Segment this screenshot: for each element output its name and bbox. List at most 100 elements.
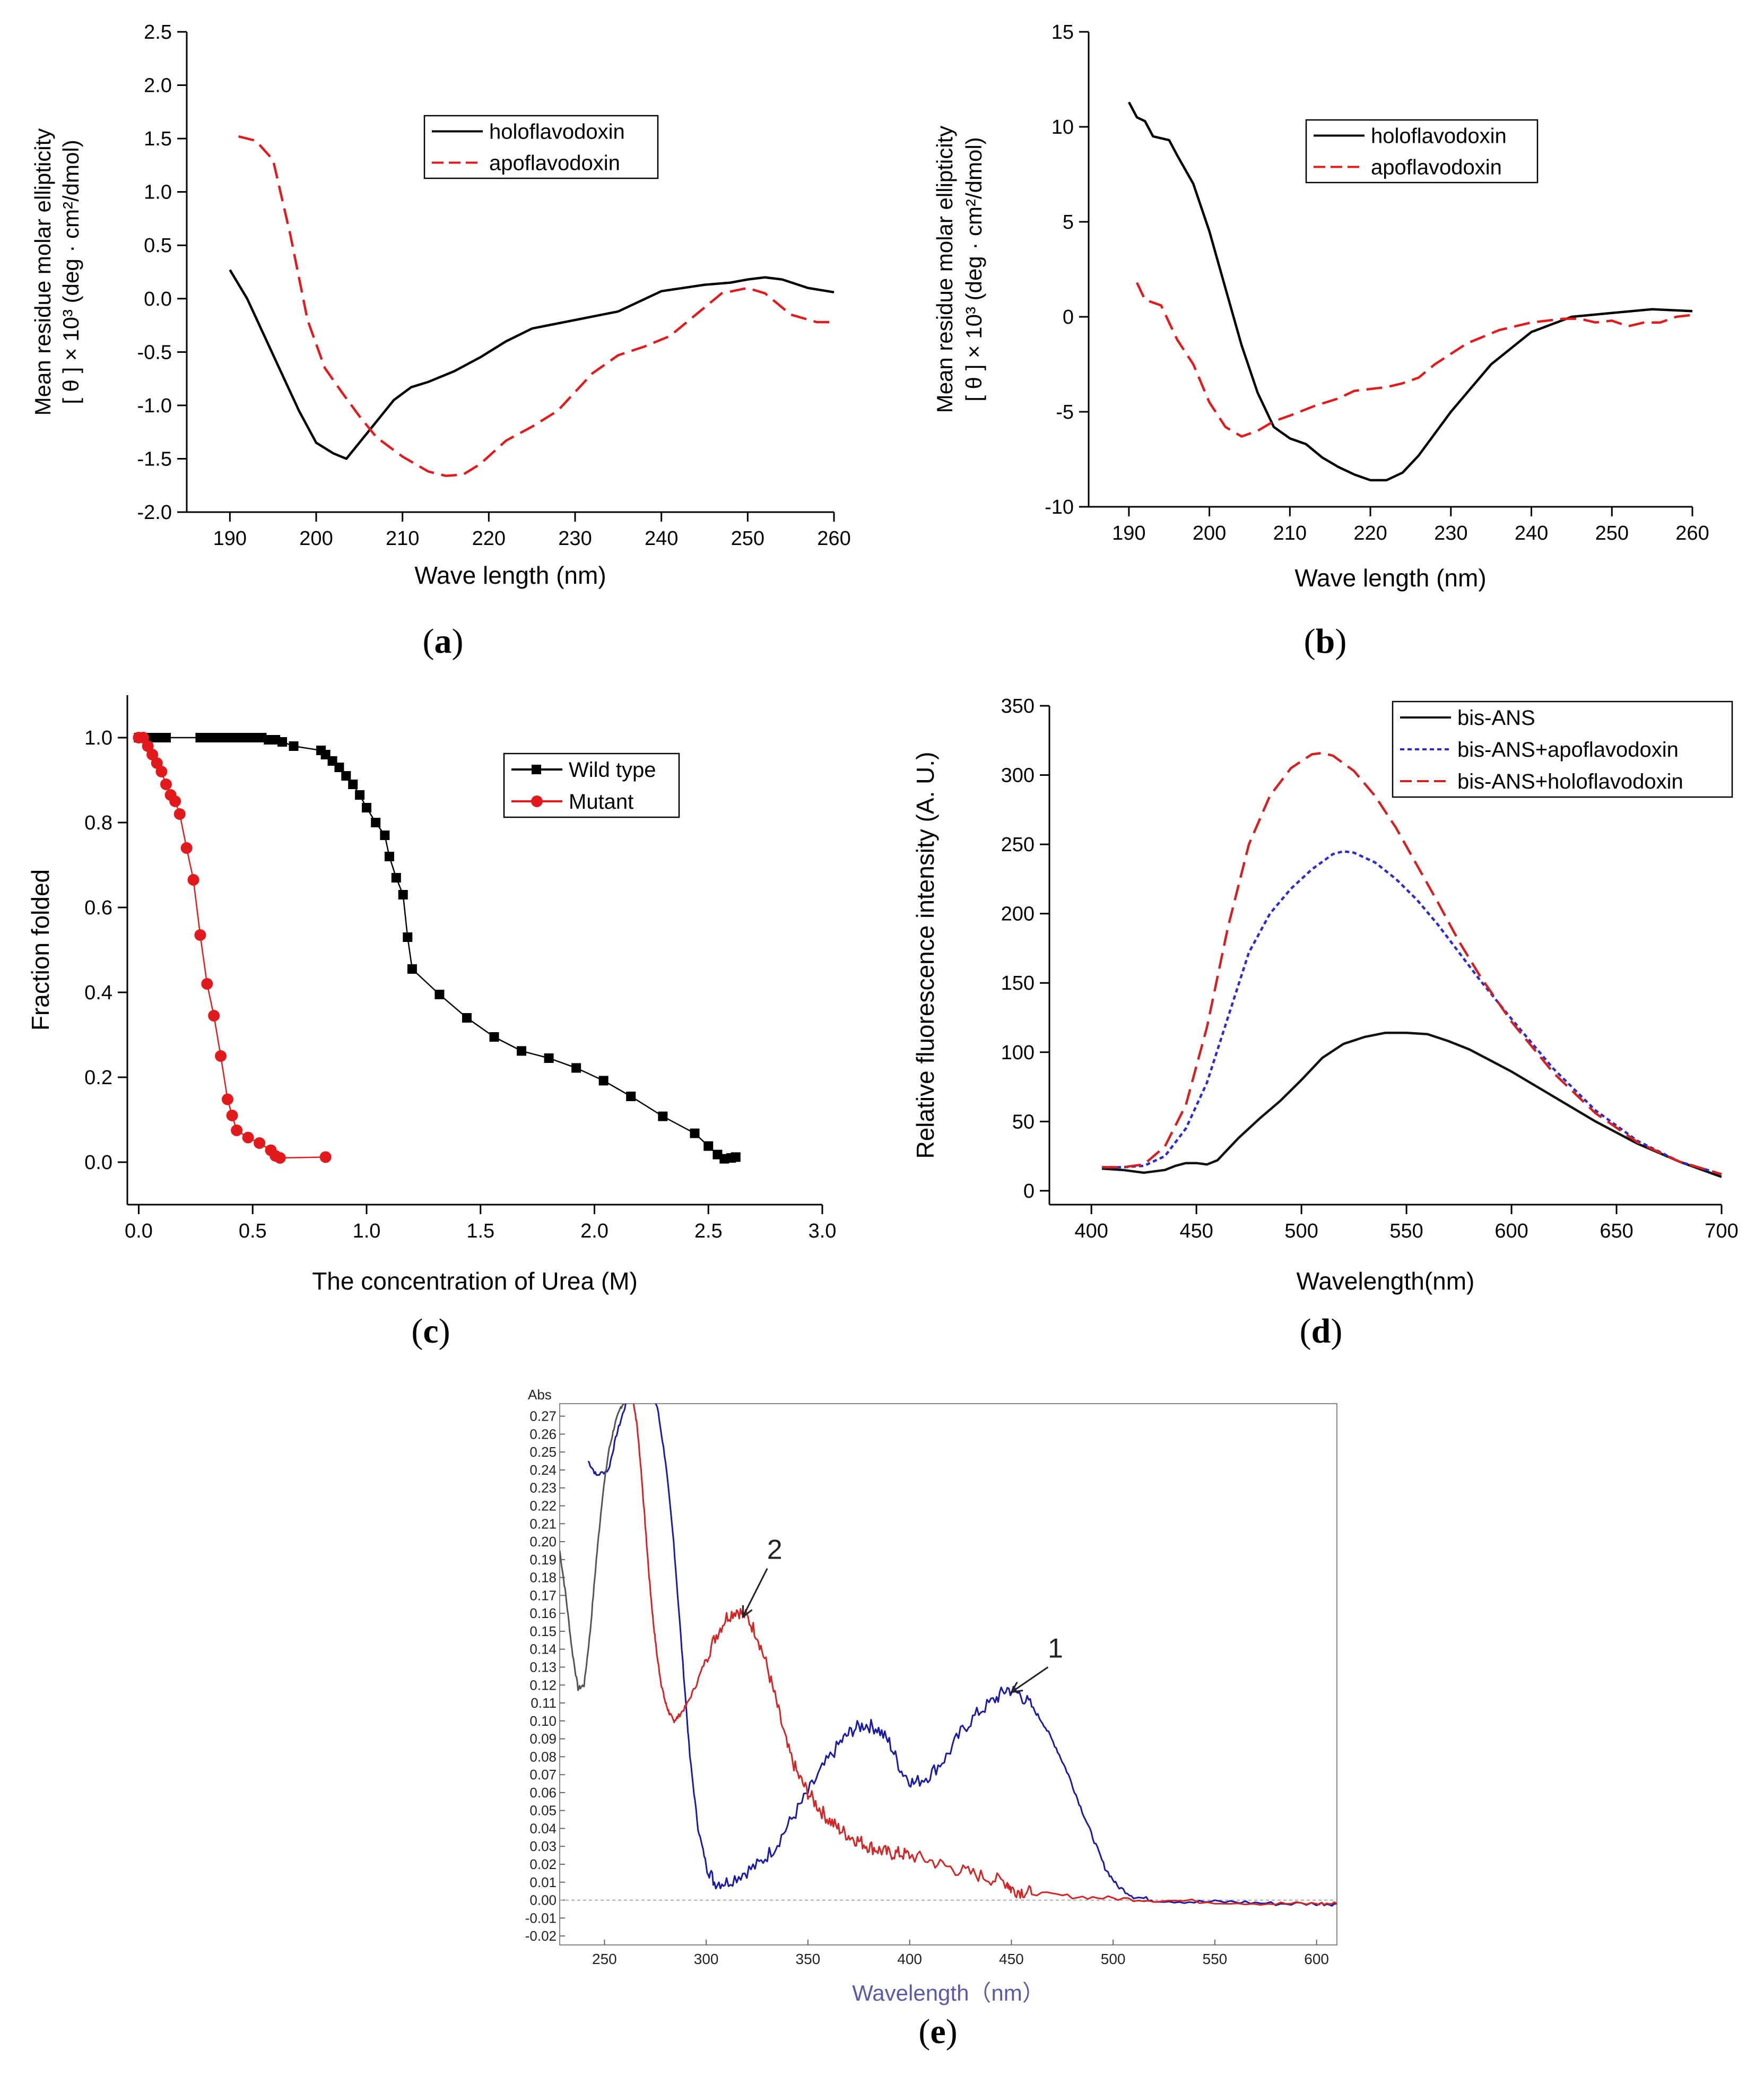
x-tick-label: 2.0 [580, 1220, 609, 1242]
legend-label: bis-ANS [1457, 706, 1535, 730]
series-holoflavodoxin [1127, 101, 1693, 482]
x-tick-label: 200 [299, 527, 333, 550]
y-tick-label: 0.25 [529, 1444, 557, 1460]
y-tick-label: 0.20 [529, 1534, 557, 1550]
y-axis-label: Mean residue molar ellipticity [30, 128, 55, 416]
annotation-2: 2 [742, 1535, 783, 1619]
data-point [626, 1092, 636, 1101]
x-axis-label: Wave length (nm) [414, 561, 606, 589]
legend-marker [532, 765, 541, 774]
panel-label-paren: ) [946, 2012, 958, 2051]
y-tick-label: 0.0 [144, 288, 172, 310]
series-line [1135, 282, 1693, 438]
y-tick-label: 0.02 [529, 1856, 557, 1872]
data-point [221, 1093, 233, 1105]
x-tick-label: 400 [1074, 1220, 1108, 1242]
data-point [187, 874, 199, 886]
panel-label-paren: ) [1335, 622, 1346, 661]
series-line [1102, 751, 1722, 1175]
panel-label-paren: ( [423, 622, 435, 661]
y-tick-label: 0.18 [529, 1570, 557, 1586]
y-axis-label: Abs [528, 1387, 552, 1403]
y-tick-label: 15 [1052, 21, 1074, 44]
x-tick-label: 3.0 [809, 1220, 837, 1242]
y-tick-label: -2.0 [137, 501, 172, 524]
legend: holoflavodoxin apoflavodoxin [423, 115, 659, 179]
panel-label-paren: ( [1304, 622, 1316, 661]
panel-label: (d) [1300, 1312, 1343, 1351]
series-bis-ans [1101, 1031, 1722, 1178]
x-tick-label: 1.0 [353, 1220, 381, 1242]
x-tick-label: 240 [645, 527, 678, 550]
x-tick-label: 250 [731, 527, 764, 550]
data-point [703, 1141, 714, 1151]
data-point [517, 1046, 527, 1056]
x-axis-label: Wavelength(nm) [1297, 1267, 1475, 1295]
y-tick-label: -0.02 [525, 1928, 557, 1944]
x-tick-label: 1.5 [466, 1220, 494, 1242]
y-tick-label: 0.07 [529, 1767, 557, 1783]
y-tick-label: 0.15 [529, 1623, 557, 1639]
panel-label-letter: b [1316, 622, 1335, 661]
y-tick-label: 0.5 [144, 235, 172, 257]
legend: bis-ANS bis-ANS+apoflavodoxin bis-ANS+holo… [1392, 700, 1733, 798]
annotation-arrowhead [1010, 1681, 1023, 1693]
data-point [403, 932, 413, 942]
data-point [208, 1010, 220, 1022]
plot-frame [559, 1403, 1337, 1945]
x-axis-label: The concentration of Urea (M) [312, 1267, 638, 1295]
panel-label-letter: c [423, 1312, 438, 1351]
panel-label: (e) [918, 2012, 957, 2051]
y-tick-label: 1.0 [84, 727, 112, 749]
x-tick-label: 220 [1353, 522, 1387, 544]
y-tick-label: 10 [1052, 116, 1074, 139]
y-tick-label: 0.13 [529, 1659, 557, 1675]
x-tick-label: 350 [796, 1951, 821, 1967]
x-tick-label: 190 [1112, 522, 1145, 544]
series-apoflavodoxin [1135, 282, 1693, 438]
x-tick-label: 0.0 [125, 1220, 153, 1242]
data-point [462, 1013, 472, 1023]
series-mutant [133, 732, 332, 1164]
annotation-label: 1 [1048, 1633, 1063, 1664]
y-axis-label: Fraction folded [27, 869, 54, 1031]
data-point [277, 737, 288, 747]
data-point [180, 842, 193, 854]
y-tick-label: 0.8 [84, 812, 112, 834]
data-point [274, 1152, 286, 1164]
data-point [355, 790, 365, 800]
x-tick-label: 700 [1705, 1220, 1738, 1242]
y-tick-label: 200 [1001, 903, 1035, 925]
x-tick-label: 400 [897, 1951, 922, 1967]
y-tick-label: 300 [1001, 765, 1035, 787]
data-point [731, 1152, 741, 1162]
data-point [435, 990, 445, 999]
data-point [215, 1050, 227, 1062]
y-tick-label: 0.16 [529, 1605, 557, 1621]
data-point [160, 779, 172, 790]
x-tick-label: 260 [1675, 522, 1709, 544]
y-tick-label: 0.4 [84, 982, 112, 1004]
data-point [231, 1124, 243, 1136]
x-tick-label: 260 [817, 527, 850, 550]
data-point [658, 1111, 668, 1121]
x-tick-label: 230 [558, 527, 592, 550]
series-line-1 [587, 1404, 1337, 1907]
y-tick-label: -1.0 [137, 395, 172, 417]
panel-label-paren: ( [918, 2012, 930, 2051]
x-tick-label: 250 [1595, 522, 1629, 544]
y-tick-label: 350 [1001, 695, 1035, 717]
panel-b: 190 200 210 220 230 240 250 260 -10 -5 0 5 10 15 Wave … [932, 21, 1709, 661]
x-tick-label: 550 [1389, 1220, 1423, 1242]
legend-label: Wild type [569, 758, 656, 782]
y-tick-label: 0.26 [529, 1426, 557, 1442]
data-point [391, 873, 401, 883]
annotation-arrowhead [742, 1605, 753, 1619]
panel-label-letter: d [1311, 1312, 1331, 1351]
series-line [1102, 850, 1722, 1175]
data-point [319, 1151, 332, 1163]
y-axis-label-units: [ θ ] × 10³ (deg · cm²/dmol) [961, 137, 986, 401]
x-tick-label: 230 [1434, 522, 1467, 544]
legend-label: Mutant [569, 790, 633, 814]
